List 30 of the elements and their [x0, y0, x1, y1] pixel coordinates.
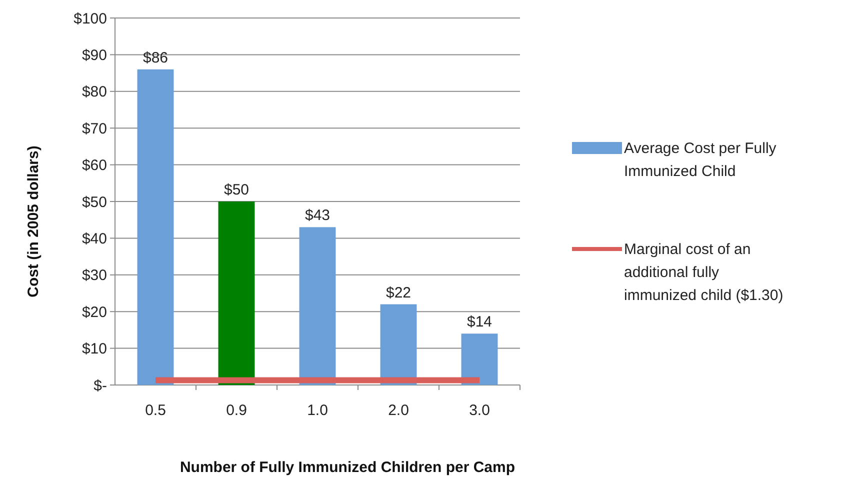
x-tick-label: 1.0: [307, 402, 328, 419]
legend-label: Marginal cost of an additional fully immunized child ($1.30): [624, 241, 784, 304]
data-label: $43: [304, 207, 330, 224]
data-label: $86: [142, 49, 168, 66]
x-tick-label: 2.0: [388, 402, 409, 419]
bar: [218, 202, 255, 385]
y-tick-label: $60: [82, 157, 107, 174]
x-axis-title: Number of Fully Immunized Children per Camp: [180, 459, 516, 476]
y-tick-label: $50: [82, 194, 107, 211]
y-tick-label: $30: [82, 267, 107, 284]
y-tick-label: $10: [82, 340, 107, 358]
bar: [137, 69, 174, 385]
data-label: $50: [224, 182, 250, 198]
y-tick-label: $80: [82, 84, 107, 101]
y-tick-label: $40: [82, 230, 107, 248]
y-tick-label: $70: [82, 120, 107, 138]
y-axis-title: Cost (in 2005 dollars): [25, 146, 42, 298]
x-tick-label: 3.0: [469, 402, 490, 419]
y-tick-label: $100: [74, 10, 107, 28]
bar: [461, 334, 498, 385]
x-tick-label: 0.9: [226, 402, 247, 419]
bar: [380, 304, 417, 385]
y-tick-label: $20: [82, 304, 107, 321]
x-tick-label: 0.5: [145, 402, 166, 419]
y-tick-label: $90: [82, 46, 107, 64]
bar: [299, 227, 336, 385]
data-label: $14: [466, 314, 492, 331]
y-tick-label: $-: [94, 377, 107, 394]
data-label: $22: [386, 284, 412, 302]
legend-label: Average Cost per Fully Immunized Child: [624, 140, 777, 180]
